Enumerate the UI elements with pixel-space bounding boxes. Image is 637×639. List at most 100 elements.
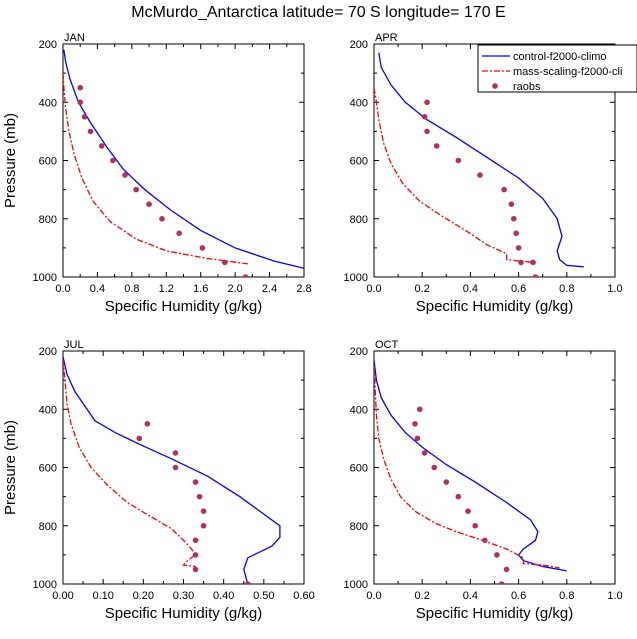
raobs-point xyxy=(87,128,94,135)
y-axis-label: Pressure (mb) xyxy=(2,420,19,515)
panel-jul: JUL 0.00 0.10 0.20 0.30 0.40 0.50 0.60 200 400 600… xyxy=(2,339,315,622)
y-tick-label: 400 xyxy=(350,97,368,109)
raobs-point xyxy=(465,508,471,514)
x-tick-label: 2.4 xyxy=(262,283,277,295)
x-tick-label: 0.6 xyxy=(511,283,526,295)
raobs-point xyxy=(510,215,517,222)
raobs-point xyxy=(192,552,199,558)
x-tick-label: 1.2 xyxy=(159,283,174,295)
panel-label: APR xyxy=(375,32,398,44)
x-tick-label: 0.20 xyxy=(133,590,154,602)
panel-jan: JAN 0.0 0.4 0.8 1.2 1.6 2.0 2.4 2.8 200 400 600 800 1… xyxy=(2,32,312,315)
x-tick-label: 0.4 xyxy=(463,590,478,602)
legend-marker xyxy=(492,83,498,89)
raobs-point xyxy=(200,508,207,514)
y-tick-label: 200 xyxy=(39,346,57,358)
raobs-point xyxy=(416,406,423,413)
panel-apr: APR 0.0 0.2 0.4 0.6 0.8 1.0 200 400 600 800 1000 Spe… xyxy=(344,32,623,315)
x-tick-label: 0.0 xyxy=(55,283,70,295)
x-tick-label: 1.0 xyxy=(607,590,622,602)
raobs-point xyxy=(515,245,522,251)
raobs-point xyxy=(244,581,251,584)
raobs-point xyxy=(192,566,199,573)
raobs-point xyxy=(455,157,462,164)
x-tick-label: 0.4 xyxy=(90,283,105,295)
x-tick-label: 0.0 xyxy=(366,590,381,602)
y-tick-label: 600 xyxy=(350,156,368,168)
legend-label: mass-scaling-f2000-cli xyxy=(513,66,622,78)
raobs-point xyxy=(81,114,88,120)
control-f2000-climo-line xyxy=(63,356,281,584)
raobs-point xyxy=(482,537,488,544)
y-tick-label: 200 xyxy=(350,39,368,51)
panel-label: JAN xyxy=(64,32,85,44)
mass-scaling-f2000-cli-line xyxy=(374,365,560,569)
x-tick-label: 0.10 xyxy=(92,590,113,602)
raobs-point xyxy=(472,522,479,529)
raobs-point xyxy=(176,230,182,237)
y-tick-label: 1000 xyxy=(33,579,57,591)
control-f2000-climo-line xyxy=(374,359,567,572)
x-tick-label: 0.0 xyxy=(366,283,381,295)
x-tick-label: 2.8 xyxy=(296,283,311,295)
mass-scaling-f2000-cli-line xyxy=(374,87,536,264)
raobs-point xyxy=(494,552,500,558)
legend-box xyxy=(477,44,637,93)
control-f2000-climo-line xyxy=(378,52,584,268)
mass-scaling-f2000-cli-line xyxy=(63,359,197,568)
raobs-point xyxy=(77,84,84,91)
y-tick-label: 1000 xyxy=(344,579,368,591)
x-tick-label: 1.6 xyxy=(193,283,208,295)
x-tick-label: 1.0 xyxy=(607,283,622,295)
raobs-point xyxy=(532,274,539,277)
x-axis-label: Specific Humidity (g/kg) xyxy=(416,298,574,315)
raobs-point xyxy=(110,157,116,164)
x-axis-label: Specific Humidity (g/kg) xyxy=(416,605,574,622)
raobs-point xyxy=(222,259,228,266)
raobs-point xyxy=(421,114,428,120)
raobs-point xyxy=(122,172,128,178)
y-tick-label: 800 xyxy=(39,521,57,533)
raobs-point xyxy=(501,186,507,193)
legend: control-f2000-climo mass-scaling-f2000-cl… xyxy=(477,44,637,93)
mass-scaling-f2000-cli-line xyxy=(63,73,249,265)
raobs-point xyxy=(513,230,519,237)
x-axis-label: Specific Humidity (g/kg) xyxy=(105,298,263,315)
raobs-point xyxy=(477,172,483,178)
x-tick-label: 0.60 xyxy=(293,590,314,602)
plot-frame xyxy=(62,43,305,278)
raobs-point xyxy=(498,581,505,584)
x-tick-label: 0.2 xyxy=(415,283,430,295)
raobs-point xyxy=(412,421,418,427)
raobs-point xyxy=(424,128,430,135)
raobs-point xyxy=(146,201,152,207)
figure-title: McMurdo_Antarctica latitude= 70 S longit… xyxy=(131,4,506,21)
raobs-point xyxy=(414,435,421,442)
x-axis-label: Specific Humidity (g/kg) xyxy=(105,605,263,622)
panel-oct: OCT 0.0 0.2 0.4 0.6 0.8 1.0 200 400 600 800 1000 Spe… xyxy=(344,339,623,622)
x-tick-label: 0.2 xyxy=(415,590,430,602)
y-tick-label: 200 xyxy=(350,346,368,358)
raobs-point xyxy=(77,99,84,106)
raobs-point xyxy=(136,435,143,442)
y-tick-label: 400 xyxy=(39,404,57,416)
legend-label: raobs xyxy=(513,81,541,93)
plot-frame xyxy=(62,350,305,585)
y-tick-label: 400 xyxy=(350,404,368,416)
y-tick-label: 800 xyxy=(350,214,368,226)
x-tick-label: 0.40 xyxy=(213,590,234,602)
raobs-point xyxy=(199,245,206,251)
legend-label: control-f2000-climo xyxy=(513,51,607,63)
raobs-point xyxy=(200,522,207,529)
control-f2000-climo-line xyxy=(63,49,304,269)
x-tick-label: 0.00 xyxy=(52,590,73,602)
raobs-point xyxy=(172,450,179,456)
raobs-point xyxy=(192,479,199,485)
raobs-point xyxy=(503,566,510,573)
x-tick-label: 0.30 xyxy=(173,590,194,602)
raobs-point xyxy=(242,274,249,277)
panel-label: JUL xyxy=(64,339,84,351)
raobs-point xyxy=(431,464,438,471)
panel-label: OCT xyxy=(375,339,399,351)
